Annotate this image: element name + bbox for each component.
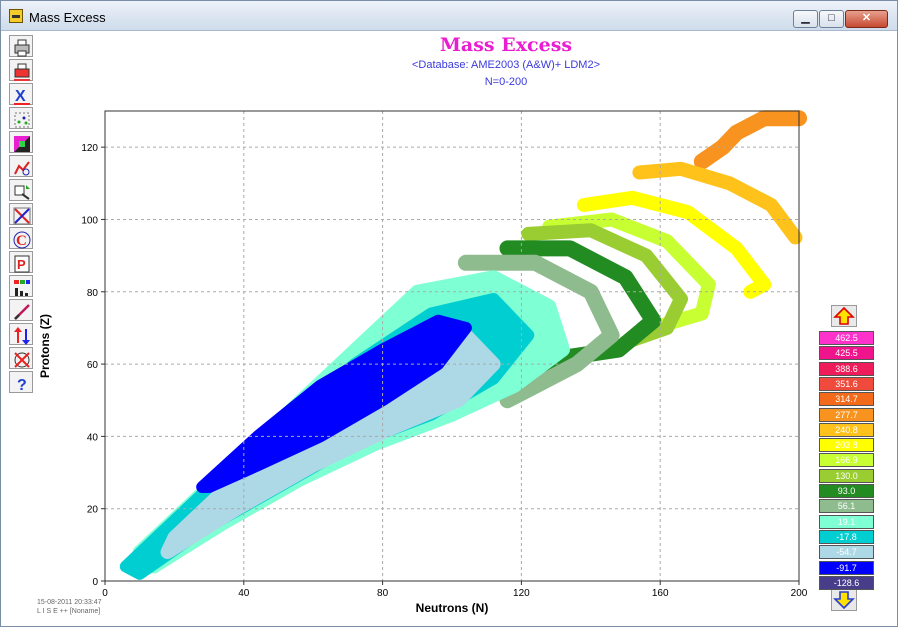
svg-text:C: C [16, 233, 27, 249]
legend-swatch: -128.6 [819, 575, 874, 590]
color-palette-icon [14, 136, 30, 152]
heatmap-band [499, 240, 662, 387]
toolbar-color-palette-button[interactable] [9, 131, 33, 153]
svg-text:P: P [17, 257, 26, 272]
y-tick-label: 80 [87, 288, 99, 299]
y-tick-label: 40 [87, 432, 99, 443]
properties-p-icon: P [14, 255, 30, 273]
toolbar-help-button[interactable]: ? [9, 371, 33, 394]
heatmap-band [196, 314, 472, 493]
x-axis-label: Neutrons (N) [416, 601, 489, 615]
y-tick-label: 0 [92, 577, 98, 588]
heatmap-band [576, 190, 772, 299]
chart-options-icon [14, 161, 30, 176]
x-tick-label: 200 [791, 588, 808, 599]
toolbar-chart-options-button[interactable] [9, 155, 33, 177]
x-tick-label: 120 [513, 588, 530, 599]
y-axis-label: Protons (Z) [38, 314, 52, 378]
x-tick-label: 40 [238, 588, 250, 599]
cursor-c-icon: C [13, 231, 31, 249]
heatmap-band [542, 212, 716, 335]
heatmap-band [457, 254, 620, 409]
chart-range: N=0-200 [484, 76, 528, 88]
plot-area [105, 111, 799, 581]
x-tick-label: 0 [102, 588, 108, 599]
svg-text:X: X [15, 88, 26, 105]
pen-icon [14, 304, 30, 320]
legend-swatch: 56.1 [819, 499, 874, 514]
toolbar-bar-legend-button[interactable] [9, 275, 33, 297]
toolbar-zoom-range-button[interactable] [9, 179, 33, 201]
y-tick-label: 60 [87, 360, 99, 371]
x-tick-label: 80 [377, 588, 389, 599]
close-button[interactable]: ✕ [845, 10, 888, 28]
legend-swatch: 462.5 [819, 331, 874, 345]
app-icon [9, 9, 23, 23]
toolbar-properties-p-button[interactable]: P [9, 251, 33, 273]
toolbar-cursor-c-button[interactable]: C [9, 227, 33, 249]
toolbar-scatter-plot-button[interactable] [9, 107, 33, 129]
footer-date: 15-08-2011 20:33:47 [37, 599, 102, 606]
chart-subtitle: <Database: AME2003 (A&W)+ LDM2> [411, 59, 600, 71]
heatmap-band [521, 223, 688, 350]
y-tick-label: 100 [81, 215, 98, 226]
heatmap-band [693, 110, 807, 170]
print-color-icon [14, 63, 30, 81]
legend-swatch: -17.8 [819, 529, 874, 544]
legend-swatch: 203.8 [819, 438, 874, 453]
toolbar-axis-swap-button[interactable] [9, 203, 33, 225]
legend-swatch: 314.7 [819, 392, 874, 407]
plot-frame [104, 110, 800, 582]
scale-up-arrow-icon[interactable] [831, 305, 857, 327]
window-title: Mass Excess [29, 10, 106, 25]
legend-swatch: 166.9 [819, 453, 874, 468]
legend-swatch: 130.0 [819, 468, 874, 483]
legend-swatch: -54.7 [819, 545, 874, 560]
toolbar-target-button[interactable] [9, 347, 33, 369]
scale-down-arrow-icon[interactable] [831, 589, 857, 611]
legend-swatch: 425.5 [819, 346, 874, 361]
print-icon [14, 39, 30, 57]
y-tick-label: 120 [81, 143, 98, 154]
legend-swatch: 277.7 [819, 407, 874, 422]
legend-swatch: 93.0 [819, 484, 874, 498]
target-icon [14, 352, 30, 368]
x-close-icon: X [14, 88, 30, 105]
bar-legend-icon [14, 280, 30, 296]
legend-swatch: -91.7 [819, 560, 874, 575]
toolbar-print-color-button[interactable] [9, 59, 33, 81]
legend-swatch: 19.1 [819, 514, 874, 529]
legend-swatch: 388.6 [819, 361, 874, 376]
axis-swap-icon [13, 207, 31, 225]
legend-swatch: 240.8 [819, 422, 874, 437]
toolbar-print-button[interactable] [9, 35, 33, 57]
maximize-button[interactable]: □ [819, 10, 844, 28]
title-bar[interactable]: Mass Excess ▁ □ ✕ [1, 1, 897, 31]
x-tick-label: 160 [652, 588, 669, 599]
toolbar-pen-button[interactable] [9, 299, 33, 321]
heatmap-band [132, 270, 570, 574]
heatmap-band [632, 161, 803, 245]
legend-swatch: 351.6 [819, 376, 874, 391]
heatmap-band [119, 293, 535, 580]
help-icon: ? [17, 377, 27, 394]
minimize-button[interactable]: ▁ [793, 10, 818, 28]
scale-arrows-icon [14, 327, 30, 345]
footer-program: L I S E ++ [Noname] [37, 608, 101, 615]
svg-text:?: ? [17, 377, 27, 394]
y-tick-label: 20 [87, 505, 99, 516]
toolbar-scale-arrows-button[interactable] [9, 323, 33, 345]
zoom-range-icon [14, 185, 30, 200]
toolbar-x-close-button[interactable]: X [9, 83, 33, 105]
scatter-plot-icon [14, 112, 30, 128]
heatmap-band [160, 328, 501, 560]
chart-title: Mass Excess [439, 34, 573, 56]
